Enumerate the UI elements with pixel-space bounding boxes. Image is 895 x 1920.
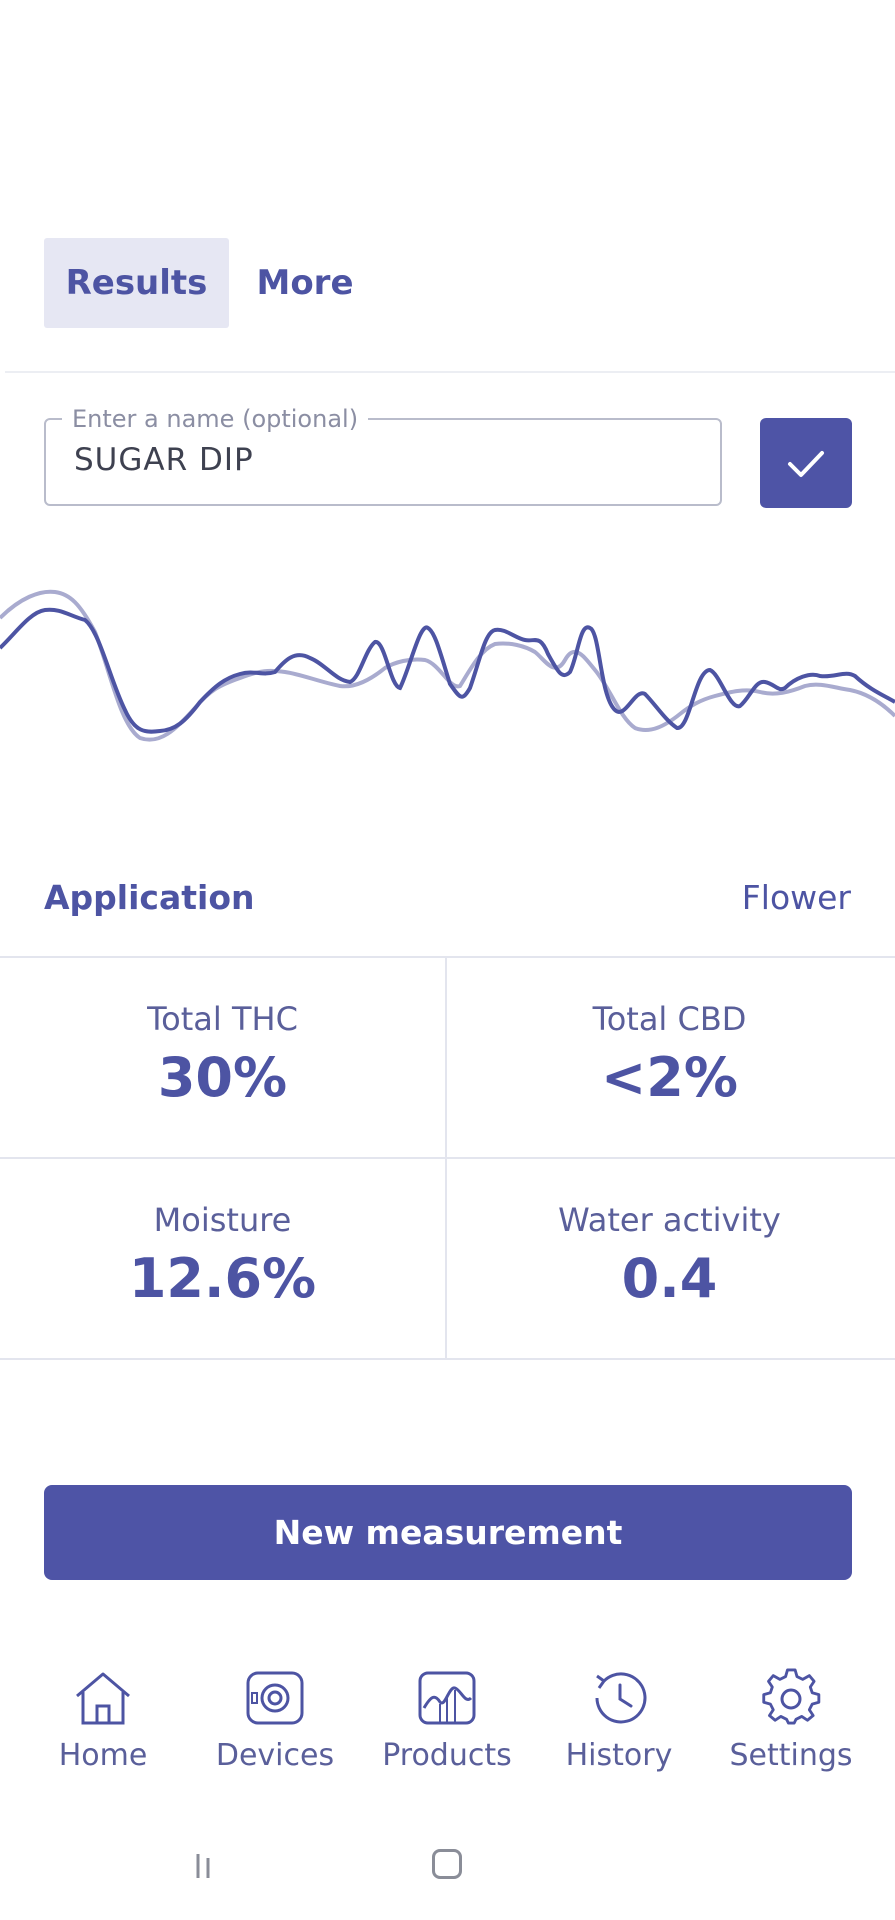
spectrum-line-sample	[0, 607, 895, 734]
home-icon	[76, 1672, 130, 1725]
metric-total-thc: Total THC 30%	[0, 1000, 445, 1109]
application-label: Application	[44, 878, 255, 917]
products-icon	[418, 1671, 476, 1725]
spectrum-line-reference	[0, 589, 895, 742]
nav-label: Products	[382, 1738, 512, 1773]
metric-value: 0.4	[621, 1247, 718, 1310]
nav-label: Devices	[215, 1738, 335, 1773]
metric-label: Moisture	[153, 1201, 292, 1239]
metric-label: Total CBD	[592, 1000, 747, 1038]
nav-item-products[interactable]: Products	[361, 1668, 533, 1773]
tab-more[interactable]: More	[256, 263, 354, 303]
nav-label: Settings	[729, 1738, 853, 1773]
metric-label: Total THC	[147, 1000, 298, 1038]
metric-water-activity: Water activity 0.4	[447, 1201, 892, 1310]
name-input[interactable]	[74, 442, 674, 478]
metric-moisture: Moisture 12.6%	[0, 1201, 445, 1310]
application-value: Flower	[741, 878, 851, 917]
gear-icon	[762, 1668, 821, 1725]
grid-divider-middle	[0, 1157, 895, 1159]
name-field-legend: Enter a name (optional)	[62, 404, 369, 434]
metric-value: 12.6%	[128, 1247, 317, 1310]
grid-divider-top	[0, 956, 895, 958]
nav-item-history[interactable]: History	[533, 1668, 705, 1773]
tab-results[interactable]: Results	[44, 238, 229, 328]
metric-total-cbd: Total CBD <2%	[447, 1000, 892, 1109]
recent-apps-icon[interactable]	[194, 1852, 212, 1880]
name-field[interactable]: Enter a name (optional)	[44, 404, 722, 506]
spectrum-chart	[0, 589, 895, 742]
grid-divider-bottom	[0, 1358, 895, 1360]
history-icon	[595, 1672, 647, 1724]
system-home-button[interactable]	[432, 1849, 462, 1879]
nav-label: History	[565, 1738, 673, 1773]
new-measurement-button[interactable]: New measurement	[44, 1485, 852, 1580]
metric-value: <2%	[601, 1046, 738, 1109]
nav-label: Home	[58, 1738, 148, 1773]
device-icon	[246, 1671, 304, 1725]
grid-divider-vertical	[445, 958, 447, 1358]
confirm-button[interactable]	[760, 418, 852, 508]
metric-value: 30%	[157, 1046, 288, 1109]
tabs-divider	[5, 371, 895, 373]
nav-item-settings[interactable]: Settings	[705, 1668, 877, 1773]
metric-label: Water activity	[558, 1201, 781, 1239]
nav-item-devices[interactable]: Devices	[189, 1668, 361, 1773]
nav-item-home[interactable]: Home	[17, 1668, 189, 1773]
check-icon	[788, 451, 824, 477]
